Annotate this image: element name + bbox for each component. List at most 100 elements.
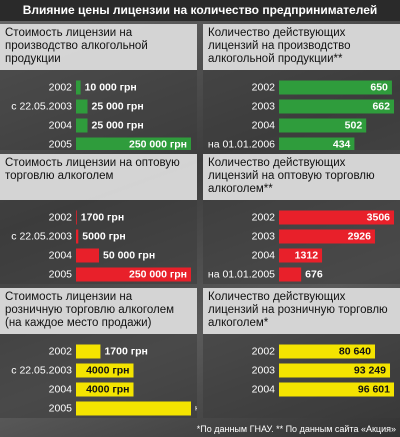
category-label: на 01.01.2006 [208, 138, 275, 150]
bar [76, 344, 101, 359]
category-label: 2003 [252, 230, 276, 242]
value-label: на каждую кассу 8000 грн [195, 402, 197, 414]
category-label: 2003 [252, 100, 276, 112]
value-label: 3506 [367, 211, 391, 223]
chart-panel: Количество действующих лицензий на розни… [203, 288, 400, 418]
value-label: 93 249 [354, 364, 386, 376]
value-text: 676 [305, 268, 323, 280]
chart: 2002 10 000 грн с 22.05.2003 25 000 грн 2004… [11, 80, 191, 150]
value-text: 1700 грн [81, 211, 124, 223]
value-label: 250 000 грн [129, 268, 187, 280]
bar [76, 267, 191, 282]
chart-title: Стоимость лицензии на производство алког… [0, 24, 197, 70]
category-label: 2002 [49, 81, 73, 93]
category-label: 2003 [252, 364, 276, 376]
chart: 2002 1700 грн с 22.05.2003 4000 грн 2004 4000… [11, 344, 197, 416]
value-label: 250 000 грн [129, 138, 187, 150]
value-label: 2926 [348, 230, 372, 242]
value-label: 5000 грн [82, 230, 125, 242]
bar [279, 118, 367, 133]
value-label: 650 [370, 81, 388, 93]
value-text: 10 000 грн [85, 81, 137, 93]
category-label: 2004 [252, 383, 276, 395]
category-label: на 01.01.2005 [208, 268, 275, 280]
chart-panel: Стоимость лицензии на оптовую торговлю а… [0, 154, 197, 284]
chart: 2002 650 2003 662 2004 502 на 01.01.2006 434 [208, 80, 394, 150]
value-text: 80 640 [339, 345, 371, 357]
category-label: 2004 [49, 383, 73, 395]
bar [76, 229, 79, 244]
value-text: 3506 [367, 211, 391, 223]
value-text: 4000 грн [86, 364, 129, 376]
category-label: 2002 [49, 345, 73, 357]
value-text: 502 [345, 119, 363, 131]
chart: 2002 80 640 2003 93 249 2004 96 601 [252, 344, 394, 397]
bar [279, 80, 392, 95]
chart-panel: Количество действующих лицензий на оптов… [203, 154, 400, 284]
category-label: 2004 [49, 119, 73, 131]
value-label: 25 000 грн [92, 100, 144, 112]
bar [279, 363, 391, 378]
category-label: 2005 [49, 268, 73, 280]
value-text: 1312 [295, 249, 319, 261]
chart-title: Стоимость лицензии на оптовую торговлю а… [0, 154, 197, 200]
bar [76, 99, 88, 114]
value-label: 10 000 грн [85, 81, 137, 93]
category-label: 2004 [49, 249, 73, 261]
value-label: 1700 грн [104, 345, 147, 357]
chart-title: Количество действующих лицензий на произ… [203, 24, 400, 70]
value-text: 434 [333, 138, 351, 150]
value-text: 93 249 [354, 364, 386, 376]
bar [279, 248, 323, 263]
footnote: *По данным ГНАУ. ** По данным сайта «Акц… [196, 424, 396, 434]
value-label: 4000 грн [86, 383, 129, 395]
bar [279, 344, 375, 359]
value-text: 250 000 грн [129, 268, 187, 280]
value-text: 1700 грн [104, 345, 147, 357]
bar [76, 363, 134, 378]
value-text: 250 000 грн [129, 138, 187, 150]
category-label: 2005 [49, 402, 73, 414]
category-label: 2002 [49, 211, 73, 223]
bar [76, 401, 191, 416]
category-label: 2002 [252, 345, 276, 357]
value-text: 4000 грн [86, 383, 129, 395]
value-label: 662 [372, 100, 390, 112]
bar [279, 137, 355, 150]
value-text: 50 000 грн [103, 249, 155, 261]
category-label: с 22.05.2003 [11, 364, 72, 376]
value-text: 662 [372, 100, 390, 112]
value-label: 1700 грн [81, 211, 124, 223]
value-label: 80 640 [339, 345, 371, 357]
value-label: 502 [345, 119, 363, 131]
category-label: с 22.05.2003 [11, 100, 72, 112]
value-label: 434 [333, 138, 351, 150]
bar [279, 210, 394, 225]
chart-panel: Стоимость лицензии на розничную торговлю… [0, 288, 197, 418]
value-label: 4000 грн [86, 364, 129, 376]
value-label: 96 601 [358, 383, 390, 395]
chart: 2002 1700 грн с 22.05.2003 5000 грн 2004 50 0… [11, 210, 191, 282]
category-label: 2005 [49, 138, 73, 150]
bar [76, 382, 134, 397]
bar [279, 229, 375, 244]
category-label: 2004 [252, 249, 276, 261]
chart-panel: Стоимость лицензии на производство алког… [0, 24, 197, 150]
bar [279, 99, 394, 114]
value-text: 2926 [348, 230, 372, 242]
chart-title: Стоимость лицензии на розничную торговлю… [0, 288, 197, 334]
bar [76, 210, 77, 225]
chart: 2002 3506 2003 2926 2004 1312 на 01.01.2005 676 [208, 210, 394, 282]
category-label: 2002 [252, 81, 276, 93]
bar [76, 248, 99, 263]
value-label: 676 [305, 268, 323, 280]
bar [76, 80, 81, 95]
value-label: 50 000 грн [103, 249, 155, 261]
category-label: 2002 [252, 211, 276, 223]
bar [279, 382, 394, 397]
annotation: на каждую кассу [195, 404, 197, 413]
category-label: с 22.05.2003 [11, 230, 72, 242]
category-label: 2004 [252, 119, 276, 131]
chart-title: Количество действующих лицензий на розни… [203, 288, 400, 334]
